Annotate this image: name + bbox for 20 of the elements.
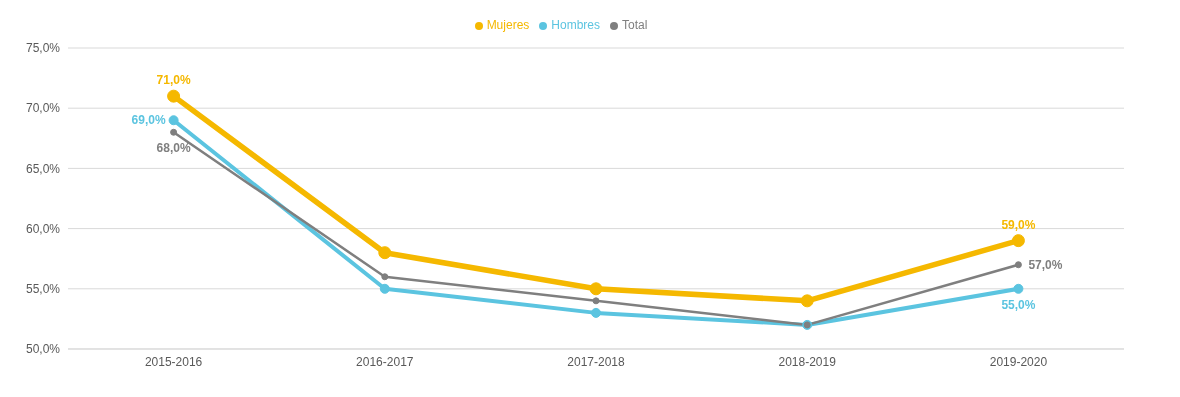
x-tick-label: 2019-2020 xyxy=(989,354,1048,369)
y-tick-label: 60,0% xyxy=(25,221,61,236)
data-label: 69,0% xyxy=(131,113,166,128)
data-label: 68,0% xyxy=(156,141,191,156)
data-label: 57,0% xyxy=(1028,257,1063,272)
data-label: 59,0% xyxy=(1001,217,1036,232)
y-tick-label: 55,0% xyxy=(25,282,61,297)
legend-label: Mujeres xyxy=(486,18,530,32)
y-tick-label: 75,0% xyxy=(25,41,61,56)
y-tick-label: 70,0% xyxy=(25,101,61,116)
y-tick-label: 50,0% xyxy=(25,342,61,357)
y-tick-label: 65,0% xyxy=(25,161,61,176)
legend-label: Total xyxy=(622,18,648,32)
legend-label: Hombres xyxy=(551,18,600,32)
data-label: 71,0% xyxy=(156,73,191,88)
x-tick-label: 2018-2019 xyxy=(778,354,837,369)
x-tick-label: 2016-2017 xyxy=(356,354,414,369)
x-tick-label: 2015-2016 xyxy=(144,354,203,369)
x-tick-label: 2017-2018 xyxy=(567,354,626,369)
data-label: 55,0% xyxy=(1001,297,1036,312)
